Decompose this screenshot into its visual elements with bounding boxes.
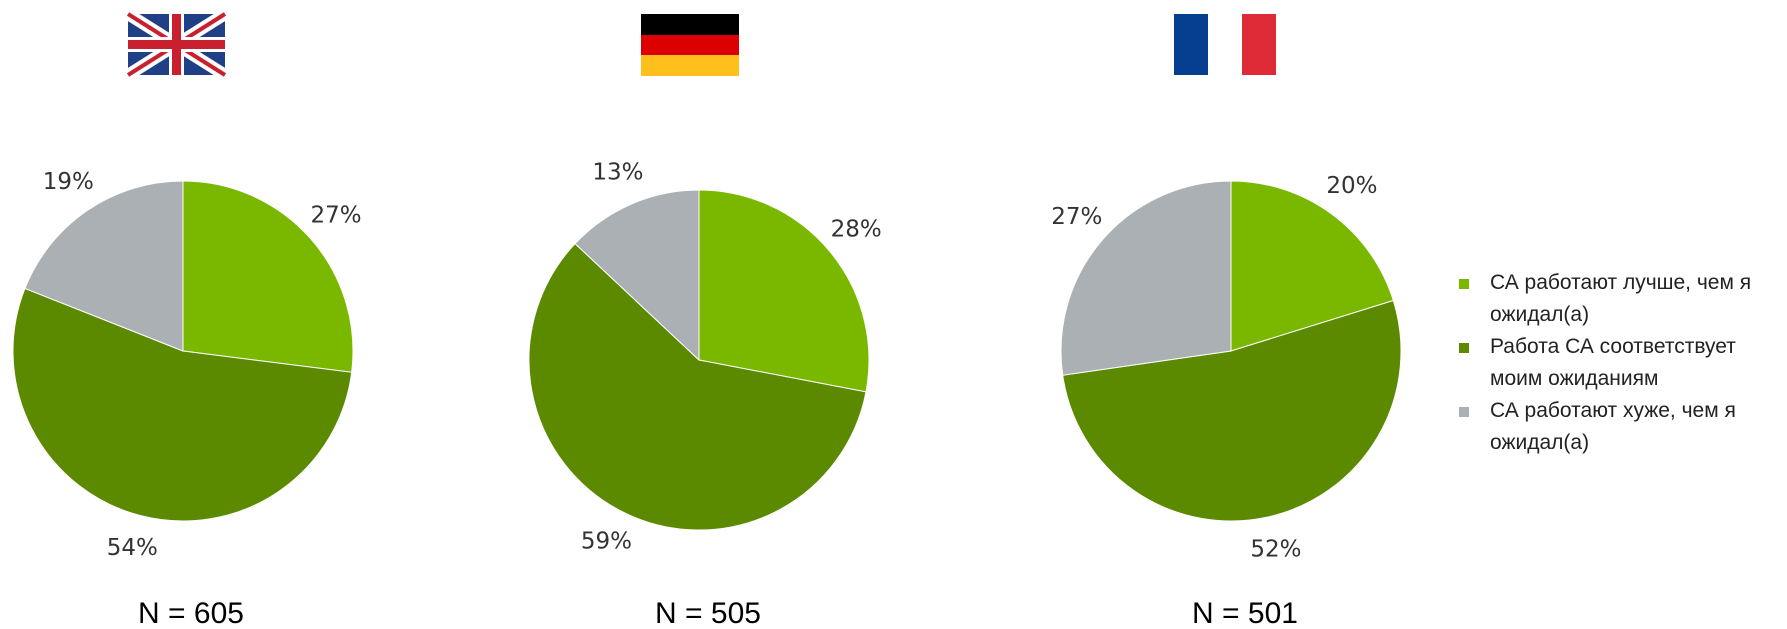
sample-size: N = 501: [1192, 597, 1298, 629]
flag-fr: [1174, 14, 1276, 75]
flag-uk: [124, 8, 229, 81]
slice-label: 59%: [581, 528, 632, 554]
pie-slice: [698, 189, 870, 393]
slice-label: 20%: [1326, 173, 1377, 199]
legend-label: СА работают хуже, чем я ожидал(а): [1490, 399, 1736, 454]
legend-label: Работа СА соответствует моим ожиданиям: [1490, 335, 1736, 390]
slice-label: 27%: [310, 203, 361, 229]
sample-size: N = 605: [138, 597, 244, 629]
slice-label: 13%: [592, 159, 643, 185]
legend-label: СА работают лучше, чем я ожидал(а): [1490, 271, 1752, 326]
sample-size: N = 505: [655, 597, 761, 629]
slice-label: 54%: [107, 535, 158, 561]
legend-swatch: [1459, 279, 1469, 289]
pie-slice: [1060, 180, 1232, 376]
legend-swatch: [1459, 407, 1469, 417]
flag-de: [641, 14, 739, 76]
slice-label: 52%: [1250, 536, 1301, 562]
legend-item: СА работают хуже, чем я ожидал(а): [1459, 395, 1759, 459]
pie-slice: [182, 180, 354, 373]
pie-slice: [24, 180, 184, 352]
legend-item: Работа СА соответствует моим ожиданиям: [1459, 331, 1759, 395]
pie-slice: [1230, 180, 1394, 352]
pie-slice: [1062, 299, 1402, 522]
pie-slice: [12, 287, 353, 522]
slice-label: 27%: [1051, 204, 1102, 230]
legend-swatch: [1459, 343, 1469, 353]
pie-slice: [528, 242, 867, 531]
legend-item: СА работают лучше, чем я ожидал(а): [1459, 267, 1759, 331]
slice-label: 19%: [43, 169, 94, 195]
pie-slice: [574, 189, 700, 362]
slice-label: 28%: [831, 216, 882, 242]
